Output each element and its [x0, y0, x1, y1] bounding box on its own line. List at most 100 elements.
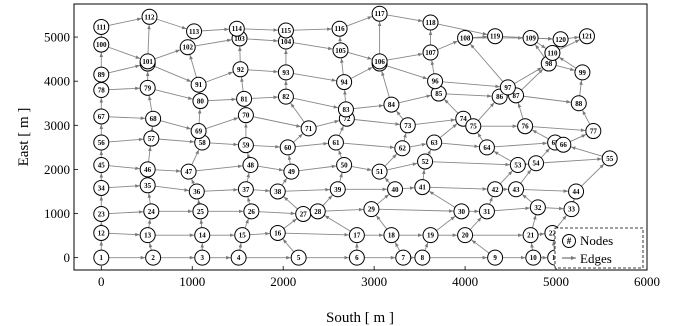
node-label: 115 [281, 27, 292, 35]
edge-64-75 [477, 132, 484, 142]
node-112: 112 [141, 8, 158, 25]
node-29: 29 [363, 201, 380, 218]
x-axis: 0 1000 2000 3000 4000 5000 6000 [98, 266, 660, 289]
node-label: 79 [144, 84, 152, 92]
node-label: 93 [282, 69, 290, 77]
node-118: 118 [422, 14, 439, 31]
node-107: 107 [422, 44, 439, 61]
edge-104-105 [293, 42, 333, 51]
node-marker [331, 20, 348, 37]
node-120: 120 [552, 31, 569, 48]
node-102: 102 [179, 39, 196, 56]
x-tick-label: 6000 [634, 274, 660, 289]
node-114: 114 [228, 20, 245, 37]
node-51: 51 [371, 163, 388, 180]
node-91: 91 [190, 76, 207, 93]
edge-31-32 [494, 206, 530, 212]
node-34: 34 [93, 179, 110, 196]
edge-60-61 [295, 141, 329, 148]
node-label: 16 [274, 229, 282, 237]
node-108: 108 [457, 29, 474, 46]
node-label: 65 [552, 139, 560, 147]
node-label: 81 [241, 95, 249, 103]
node-label: 87 [513, 92, 521, 100]
node-label: 29 [368, 206, 376, 214]
node-label: 88 [575, 100, 583, 108]
edge-20-31 [469, 216, 482, 230]
node-label: 6 [355, 254, 359, 262]
edge-2-13 [148, 242, 153, 251]
node-marker [487, 181, 504, 198]
node-marker [139, 227, 156, 244]
node-label: 117 [375, 10, 386, 18]
node-marker [383, 96, 400, 113]
node-marker [414, 249, 431, 266]
node-label: 58 [199, 139, 207, 147]
node-55: 55 [601, 150, 618, 167]
nodes-layer: 1234567891011121314151617181920212223242… [93, 5, 618, 266]
node-marker [242, 157, 259, 174]
node-label: 34 [98, 184, 106, 192]
node-106: 106 [371, 53, 388, 70]
node-label: 31 [483, 208, 491, 216]
node-9: 9 [487, 249, 504, 266]
node-label: 59 [242, 142, 250, 150]
node-marker [179, 39, 196, 56]
node-marker [336, 157, 353, 174]
node-label: 120 [555, 36, 566, 44]
node-marker [453, 203, 470, 220]
node-81: 81 [236, 90, 253, 107]
node-56: 56 [93, 134, 110, 151]
node-marker [93, 18, 110, 35]
edge-117-118 [386, 14, 423, 23]
edge-36-37 [204, 188, 238, 192]
edge-74-85 [443, 98, 459, 114]
node-label: 107 [425, 49, 436, 57]
node-3: 3 [194, 249, 211, 266]
node-label: 75 [470, 123, 478, 131]
node-54: 54 [528, 155, 545, 172]
edge-113-114 [201, 27, 229, 32]
node-label: 4 [237, 254, 241, 262]
node-66: 66 [555, 136, 572, 153]
edge-71-72 [315, 120, 340, 127]
node-1: 1 [93, 249, 110, 266]
node-marker [188, 183, 205, 200]
node-45: 45 [93, 157, 110, 174]
node-label: 56 [98, 139, 106, 147]
node-7: 7 [395, 249, 412, 266]
node-label: 45 [98, 162, 106, 170]
edge-61-62 [343, 142, 395, 149]
node-116: 116 [331, 20, 348, 37]
node-label: 82 [282, 93, 290, 101]
node-label: 18 [388, 232, 396, 240]
node-64: 64 [478, 139, 495, 156]
edge-24-35 [147, 193, 152, 204]
edge-37-38 [253, 188, 270, 193]
node-marker [568, 183, 585, 200]
node-label: 91 [195, 81, 203, 89]
node-marker [190, 123, 207, 140]
edge-77-88 [582, 110, 591, 125]
node-marker [487, 249, 504, 266]
edge-96-107 [430, 60, 435, 74]
node-marker [394, 140, 411, 157]
node-4: 4 [230, 249, 247, 266]
edge-83-84 [353, 104, 384, 110]
node-115: 115 [277, 22, 294, 39]
node-18: 18 [383, 227, 400, 244]
edge-69-80 [197, 109, 202, 124]
node-marker [387, 181, 404, 198]
node-26: 26 [243, 203, 260, 220]
node-84: 84 [383, 96, 400, 113]
node-marker [563, 201, 580, 218]
node-79: 79 [139, 79, 156, 96]
node-label: 40 [392, 186, 400, 194]
edge-99-110 [558, 56, 577, 69]
node-label: 5 [297, 254, 301, 262]
node-62: 62 [394, 140, 411, 157]
node-label: 33 [568, 206, 576, 214]
node-marker [145, 249, 162, 266]
node-marker [230, 249, 247, 266]
